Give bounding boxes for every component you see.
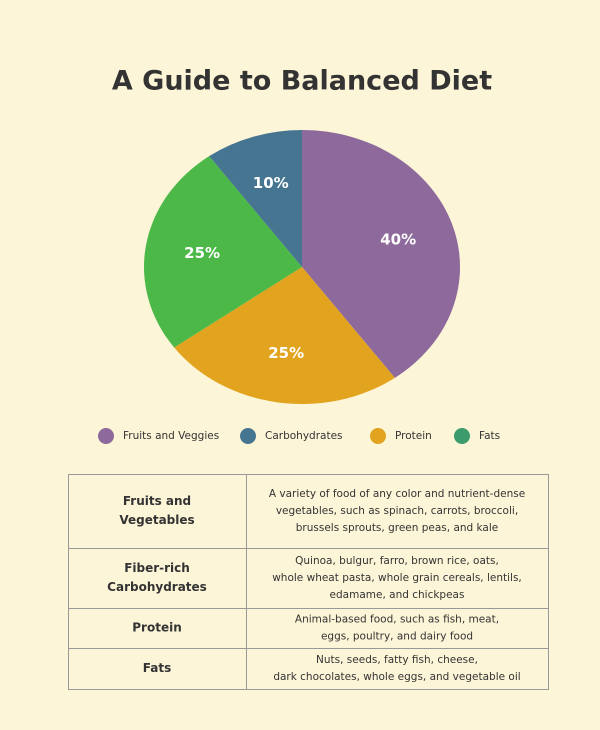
- cell-text: vegetables, such as spinach, carrots, br…: [276, 505, 518, 517]
- cell-text: brussels sprouts, green peas, and kale: [296, 522, 499, 534]
- cell-text: Animal-based food, such as fish, meat,: [295, 614, 499, 626]
- pie-slice: [209, 130, 302, 267]
- cell-heading: Vegetables: [119, 513, 194, 527]
- cell-heading: Fats: [143, 661, 171, 675]
- slice-label: 40%: [380, 230, 416, 248]
- legend-label: Protein: [395, 430, 432, 442]
- cell-text: Quinoa, bulgur, farro, brown rice, oats,: [295, 555, 499, 567]
- table-border: [68, 474, 549, 690]
- slice-label: 10%: [253, 174, 289, 192]
- legend-swatch: [454, 428, 470, 444]
- slice-label: 25%: [184, 244, 220, 262]
- cell-heading: Protein: [132, 621, 182, 635]
- pie-slice: [302, 130, 460, 378]
- pie-slice: [174, 267, 395, 404]
- cell-text: whole wheat pasta, whole grain cereals, …: [272, 572, 522, 584]
- cell-text: edamame, and chickpeas: [330, 589, 465, 601]
- chart-title: A Guide to Balanced Diet: [112, 66, 492, 97]
- legend-swatch: [370, 428, 386, 444]
- legend-swatch: [240, 428, 256, 444]
- cell-text: Nuts, seeds, fatty fish, cheese,: [316, 654, 478, 666]
- cell-heading: Carbohydrates: [107, 580, 207, 594]
- cell-heading: Fruits and: [123, 494, 191, 508]
- cell-text: eggs, poultry, and dairy food: [321, 631, 473, 643]
- cell-text: dark chocolates, whole eggs, and vegetab…: [273, 671, 520, 683]
- slice-label: 25%: [268, 344, 304, 362]
- legend-swatch: [98, 428, 114, 444]
- cell-text: A variety of food of any color and nutri…: [269, 488, 525, 500]
- legend-label: Carbohydrates: [265, 430, 343, 442]
- legend-label: Fats: [479, 430, 500, 442]
- pie-slice: [144, 156, 302, 348]
- cell-heading: Fiber-rich: [124, 561, 190, 575]
- legend-label: Fruits and Veggies: [123, 430, 219, 442]
